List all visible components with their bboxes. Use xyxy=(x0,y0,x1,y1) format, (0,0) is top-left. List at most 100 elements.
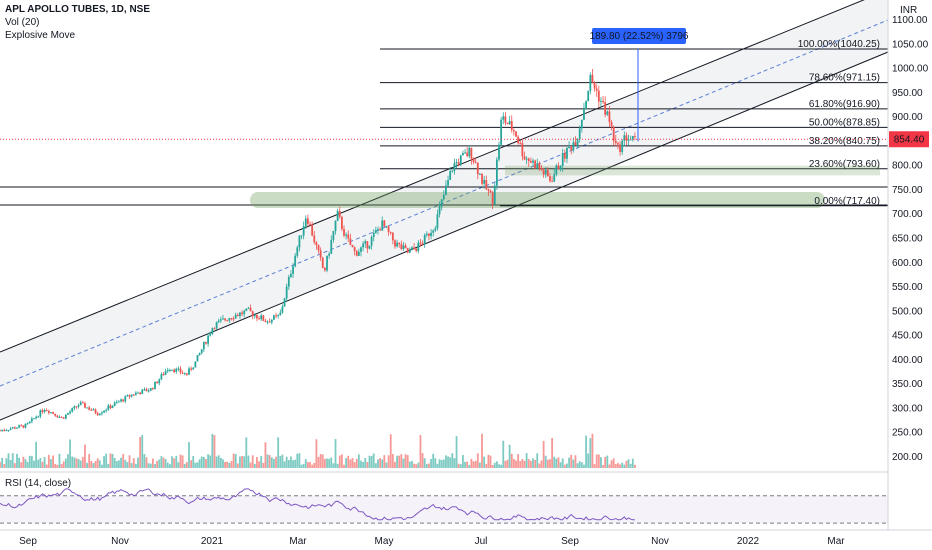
fib-retracement: 100.00%(1040.25) 78.60%(971.15) 61.80%(916… xyxy=(380,28,888,207)
candle-body xyxy=(275,315,277,317)
volume-bar xyxy=(523,460,526,468)
candle-body xyxy=(81,402,84,404)
candle-body xyxy=(608,111,611,123)
volume-bar xyxy=(30,456,33,468)
candle-body xyxy=(67,413,69,415)
y-tick-label: 600.00 xyxy=(892,258,923,269)
volume-bar xyxy=(464,461,466,468)
volume-bar xyxy=(281,454,284,468)
candle-body xyxy=(587,90,590,102)
candle-body xyxy=(283,298,286,307)
volume-bar xyxy=(483,456,486,468)
volume-bar xyxy=(529,460,532,468)
volume-bar xyxy=(432,453,435,468)
candle-body xyxy=(455,162,458,164)
candle-body xyxy=(583,109,585,120)
candle-body xyxy=(215,322,218,329)
candle-body xyxy=(349,238,352,246)
volume-bar xyxy=(394,461,396,468)
channel-fill xyxy=(0,0,888,420)
volume-bar xyxy=(593,464,596,468)
candle-body xyxy=(532,160,534,163)
volume-bar xyxy=(151,458,154,468)
volume-bar xyxy=(389,434,392,468)
volume-bar xyxy=(128,455,131,468)
candle-body xyxy=(130,394,133,397)
candle-body xyxy=(241,312,243,315)
volume-bar xyxy=(45,464,48,468)
candle-body xyxy=(326,255,328,271)
candle-body xyxy=(219,319,222,321)
price-channel xyxy=(0,0,889,421)
candle-body xyxy=(381,220,384,231)
candle-body xyxy=(294,255,297,267)
candle-body xyxy=(595,88,598,91)
candle-body xyxy=(249,307,252,312)
volume-bar xyxy=(597,454,600,468)
candle-body xyxy=(419,242,422,244)
volume-bar xyxy=(462,455,464,468)
candle-body xyxy=(309,223,311,225)
volume-bar xyxy=(345,458,348,468)
volume-bar xyxy=(192,456,195,468)
volume-bar xyxy=(517,454,520,468)
candle-body xyxy=(3,429,6,431)
candle-body xyxy=(445,185,447,195)
candle-body xyxy=(512,130,515,132)
rsi-band xyxy=(0,495,888,524)
candle-body xyxy=(205,342,207,344)
volume-bar xyxy=(277,437,280,468)
volume-bar xyxy=(608,464,611,468)
volume-bar xyxy=(600,457,602,468)
volume-bar xyxy=(239,456,241,468)
candle-body xyxy=(43,410,46,412)
volume-bar xyxy=(589,438,592,468)
candle-body xyxy=(404,245,407,248)
candle-body xyxy=(559,165,562,170)
y-tick-label: 800.00 xyxy=(892,161,923,172)
volume-bar xyxy=(364,458,367,468)
rsi-line xyxy=(0,488,635,521)
candle-body xyxy=(307,218,309,224)
candle-body xyxy=(623,135,626,141)
volume-bar xyxy=(137,457,139,468)
volume-bar xyxy=(574,455,577,468)
volume-bar xyxy=(69,439,71,468)
candle-body xyxy=(413,247,415,249)
candle-body xyxy=(436,214,439,229)
candle-body xyxy=(357,251,360,256)
candle-body xyxy=(568,147,570,149)
volume-bar xyxy=(625,460,628,468)
candle-body xyxy=(101,412,103,414)
volume-bar xyxy=(275,456,277,468)
volume-bar xyxy=(13,463,16,468)
fib-label: 38.20%(840.75) xyxy=(809,136,880,147)
volume-bar xyxy=(489,455,492,468)
volume-bar xyxy=(105,453,108,468)
volume-bar xyxy=(209,455,212,468)
volume-bar xyxy=(408,461,411,468)
time-axis: Sep Nov 2021 Mar May Jul Sep Nov 2022 Mar xyxy=(0,529,932,547)
volume-bar xyxy=(73,457,76,468)
volume-bar xyxy=(124,459,127,468)
volume-bar xyxy=(440,460,443,468)
volume-bar xyxy=(402,458,405,468)
volume-bar xyxy=(292,460,294,468)
candle-body xyxy=(551,181,554,183)
volume-bar xyxy=(447,456,449,468)
candle-body xyxy=(1,429,4,431)
candle-body xyxy=(9,428,12,430)
y-tick-label: 750.00 xyxy=(892,185,923,196)
volume-bar xyxy=(436,463,439,468)
candle-body xyxy=(304,218,307,227)
candle-body xyxy=(343,229,345,236)
candle-body xyxy=(143,389,146,391)
candle-body xyxy=(118,401,120,403)
volume-bar xyxy=(219,457,222,468)
last-price-label: 854.40 xyxy=(894,134,925,145)
volume-bar xyxy=(421,453,424,468)
currency-label: INR xyxy=(900,5,917,16)
volume-bar xyxy=(141,434,144,468)
volume-bar xyxy=(355,458,358,468)
